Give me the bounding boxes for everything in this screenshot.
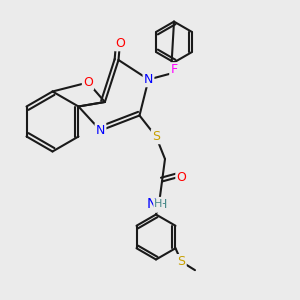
Text: H: H: [154, 199, 162, 209]
Text: N: N: [146, 197, 157, 211]
Text: O: O: [115, 37, 125, 50]
Text: N: N: [144, 73, 153, 86]
Text: H: H: [152, 199, 160, 209]
Text: S: S: [152, 130, 160, 143]
Text: N: N: [96, 124, 105, 137]
Text: O: O: [83, 76, 93, 89]
Text: H: H: [158, 197, 167, 211]
Text: S: S: [178, 255, 185, 268]
Text: F: F: [170, 63, 178, 76]
Text: N: N: [146, 197, 157, 211]
Text: O: O: [177, 170, 186, 184]
